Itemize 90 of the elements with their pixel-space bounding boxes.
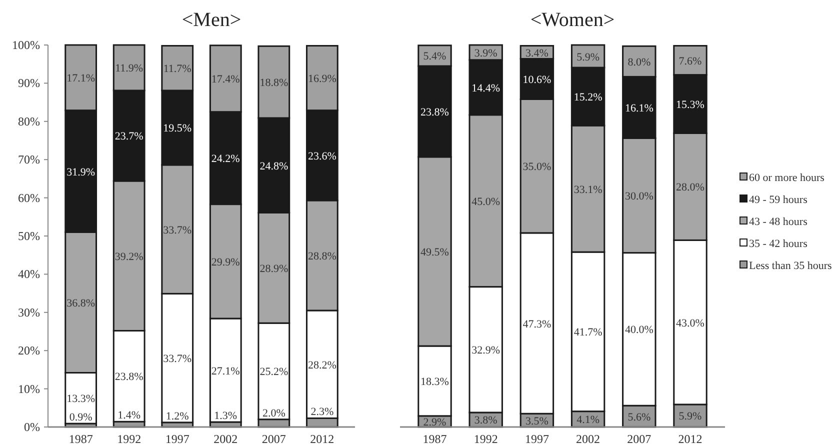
legend-label: 49 - 59 hours bbox=[749, 194, 808, 206]
data-label: 28.0% bbox=[676, 182, 704, 194]
y-tick-label: 70% bbox=[18, 152, 40, 167]
data-label: 23.8% bbox=[114, 371, 144, 384]
data-label: 25.2% bbox=[260, 366, 288, 378]
x-tick-label: 1992 bbox=[474, 432, 498, 446]
data-label: 5.9% bbox=[576, 51, 600, 64]
data-label: 23.6% bbox=[308, 150, 336, 162]
data-label: 3.9% bbox=[474, 47, 498, 60]
y-tick-label: 40% bbox=[18, 267, 40, 282]
data-label: 29.9% bbox=[211, 256, 240, 268]
y-tick-label: 80% bbox=[18, 114, 40, 128]
data-label: 23.7% bbox=[114, 130, 144, 143]
x-tick-label: 1997 bbox=[165, 432, 190, 446]
data-label: 41.7% bbox=[574, 326, 602, 339]
y-tick-label: 30% bbox=[18, 305, 40, 320]
chart-title: <Women> bbox=[530, 9, 615, 31]
data-label: 11.9% bbox=[115, 62, 144, 75]
data-label: 43.0% bbox=[676, 317, 704, 330]
data-label: 31.9% bbox=[66, 166, 96, 178]
data-label: 40.0% bbox=[624, 324, 654, 336]
x-tick-label: 2002 bbox=[214, 432, 238, 446]
legend-label: Less than 35 hours bbox=[749, 260, 832, 272]
x-tick-label: 2007 bbox=[627, 432, 652, 446]
data-label: 15.3% bbox=[676, 99, 704, 112]
data-label: 13.3% bbox=[66, 393, 96, 406]
data-label: 7.6% bbox=[678, 55, 702, 68]
legend-label: 35 - 42 hours bbox=[749, 238, 808, 250]
data-label: 1.2% bbox=[166, 410, 189, 422]
x-tick-label: 1997 bbox=[524, 432, 549, 446]
x-tick-label: 1987 bbox=[422, 432, 447, 446]
data-label: 33.7% bbox=[163, 224, 192, 236]
data-label: 24.2% bbox=[211, 153, 240, 166]
data-label: 1.4% bbox=[118, 410, 141, 422]
data-label: 32.9% bbox=[472, 344, 500, 357]
data-label: 28.2% bbox=[308, 359, 336, 372]
data-label: 47.3% bbox=[522, 318, 552, 330]
data-label: 14.4% bbox=[472, 82, 500, 94]
legend-label: 60 or more hours bbox=[749, 172, 824, 184]
data-label: 18.8% bbox=[260, 77, 288, 90]
data-label: 2.0% bbox=[262, 407, 286, 420]
data-label: 10.6% bbox=[522, 74, 552, 86]
data-label: 30.0% bbox=[624, 190, 654, 203]
data-label: 36.8% bbox=[66, 297, 96, 310]
data-label: 5.4% bbox=[423, 50, 446, 63]
data-label: 28.8% bbox=[308, 250, 336, 262]
data-label: 17.1% bbox=[66, 72, 96, 85]
y-tick-label: 20% bbox=[18, 344, 40, 358]
data-label: 16.1% bbox=[624, 102, 654, 114]
data-label: 45.0% bbox=[472, 196, 500, 208]
data-label: 11.7% bbox=[163, 63, 192, 76]
data-label: 23.8% bbox=[420, 106, 449, 118]
y-tick-label: 10% bbox=[18, 382, 40, 396]
data-label: 33.7% bbox=[163, 353, 192, 366]
x-tick-label: 2002 bbox=[576, 432, 600, 446]
data-label: 24.8% bbox=[260, 160, 288, 172]
data-label: 15.2% bbox=[574, 92, 602, 104]
data-label: 0.9% bbox=[69, 412, 92, 424]
data-label: 39.2% bbox=[114, 250, 144, 263]
data-label: 5.9% bbox=[678, 410, 702, 423]
data-label: 28.9% bbox=[260, 262, 288, 275]
y-tick-label: 50% bbox=[18, 229, 40, 243]
y-tick-label: 90% bbox=[18, 76, 40, 90]
data-label: 16.9% bbox=[308, 73, 336, 86]
data-label: 2.3% bbox=[310, 406, 334, 418]
data-label: 1.3% bbox=[214, 410, 238, 422]
data-label: 8.0% bbox=[628, 56, 651, 68]
legend-label: 43 - 48 hours bbox=[749, 216, 808, 228]
data-label: 5.6% bbox=[628, 411, 651, 424]
data-label: 3.4% bbox=[525, 47, 548, 60]
y-tick-label: 100% bbox=[12, 38, 40, 52]
data-label: 3.8% bbox=[474, 414, 498, 427]
y-tick-label: 60% bbox=[18, 190, 40, 205]
data-label: 19.5% bbox=[163, 122, 192, 135]
x-tick-label: 2012 bbox=[678, 432, 702, 446]
data-label: 4.1% bbox=[576, 414, 600, 426]
x-tick-label: 1992 bbox=[117, 432, 142, 446]
data-label: 18.3% bbox=[420, 376, 449, 388]
data-label: 17.4% bbox=[211, 74, 240, 86]
data-label: 35.0% bbox=[522, 161, 552, 174]
data-label: 33.1% bbox=[574, 184, 602, 196]
data-label: 3.5% bbox=[525, 415, 548, 428]
data-label: 49.5% bbox=[420, 246, 449, 258]
x-tick-label: 2007 bbox=[262, 432, 286, 446]
chart-title: <Men> bbox=[182, 9, 242, 31]
data-label: 27.1% bbox=[211, 365, 240, 378]
x-tick-label: 1987 bbox=[68, 432, 93, 446]
x-tick-label: 2012 bbox=[310, 432, 334, 446]
data-label: 2.9% bbox=[423, 416, 446, 428]
y-tick-label: 0% bbox=[24, 420, 40, 434]
